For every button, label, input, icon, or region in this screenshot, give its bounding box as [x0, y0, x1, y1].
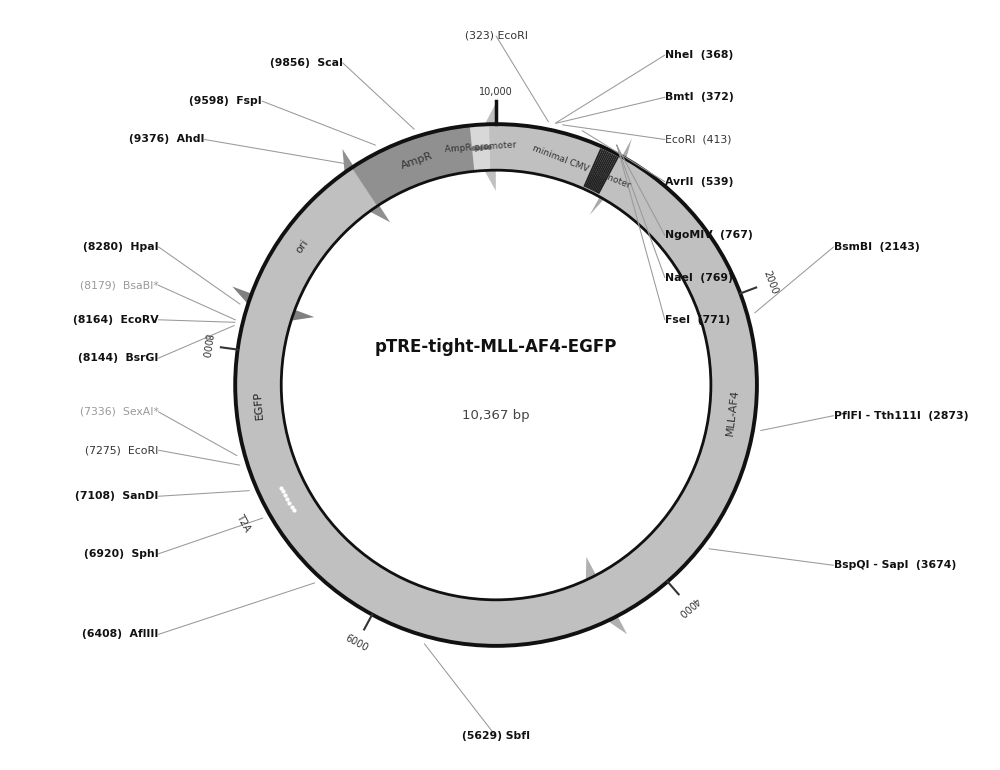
- Text: BmtI  (372): BmtI (372): [665, 92, 734, 102]
- Text: 10,367 bp: 10,367 bp: [462, 409, 530, 422]
- Polygon shape: [232, 124, 757, 646]
- Text: MLL-AF4: MLL-AF4: [725, 388, 740, 436]
- Text: (9376)  AhdI: (9376) AhdI: [129, 135, 205, 145]
- Text: BsmBI  (2143): BsmBI (2143): [834, 242, 919, 252]
- Text: T2A: T2A: [235, 512, 252, 534]
- Text: (8280)  HpaI: (8280) HpaI: [83, 242, 158, 252]
- Text: ori: ori: [294, 238, 311, 256]
- Polygon shape: [538, 129, 632, 215]
- Text: FseI  (771): FseI (771): [665, 315, 730, 325]
- Polygon shape: [585, 171, 757, 634]
- Text: (7336)  SexAI*: (7336) SexAI*: [80, 407, 158, 417]
- Text: AvrII  (539): AvrII (539): [665, 176, 733, 186]
- Text: (6920)  SphI: (6920) SphI: [84, 549, 158, 559]
- Text: PflFI - Tth111I  (2873): PflFI - Tth111I (2873): [834, 410, 968, 420]
- Text: (8179)  BsaBI*: (8179) BsaBI*: [80, 280, 158, 290]
- Text: 4000: 4000: [676, 594, 701, 618]
- Text: (9598)  FspI: (9598) FspI: [189, 96, 262, 106]
- Text: EcoRI  (413): EcoRI (413): [665, 135, 731, 145]
- Polygon shape: [235, 103, 757, 646]
- Polygon shape: [235, 124, 757, 646]
- Text: BspQI - SapI  (3674): BspQI - SapI (3674): [834, 561, 956, 571]
- Text: EGFP: EGFP: [253, 390, 265, 419]
- Text: 10,000: 10,000: [479, 87, 513, 97]
- Text: (5629) SbfI: (5629) SbfI: [462, 732, 530, 742]
- Text: (323) EcoRI: (323) EcoRI: [465, 31, 528, 41]
- Text: (7275)  EcoRI: (7275) EcoRI: [85, 445, 158, 455]
- Text: AmpR: AmpR: [400, 150, 435, 171]
- Text: (7108)  SanDI: (7108) SanDI: [75, 491, 158, 501]
- Text: NaeI  (769): NaeI (769): [665, 273, 733, 283]
- Text: 8000: 8000: [199, 333, 212, 358]
- Text: AmpR promoter: AmpR promoter: [445, 141, 517, 155]
- Text: minimal CMV promoter: minimal CMV promoter: [531, 144, 632, 190]
- Text: (9856)  ScaI: (9856) ScaI: [270, 58, 343, 68]
- Text: (8164)  EcoRV: (8164) EcoRV: [73, 315, 158, 325]
- Polygon shape: [470, 124, 490, 171]
- Text: (6408)  AflIII: (6408) AflIII: [82, 629, 158, 639]
- Polygon shape: [259, 475, 315, 525]
- Text: 6000: 6000: [344, 633, 370, 653]
- Text: NgoMIV  (767): NgoMIV (767): [665, 230, 753, 240]
- Text: 2000: 2000: [761, 269, 779, 296]
- Text: NheI  (368): NheI (368): [665, 50, 733, 60]
- Text: (8144)  BsrGI: (8144) BsrGI: [78, 353, 158, 363]
- Text: pTRE-tight-MLL-AF4-EGFP: pTRE-tight-MLL-AF4-EGFP: [375, 337, 617, 356]
